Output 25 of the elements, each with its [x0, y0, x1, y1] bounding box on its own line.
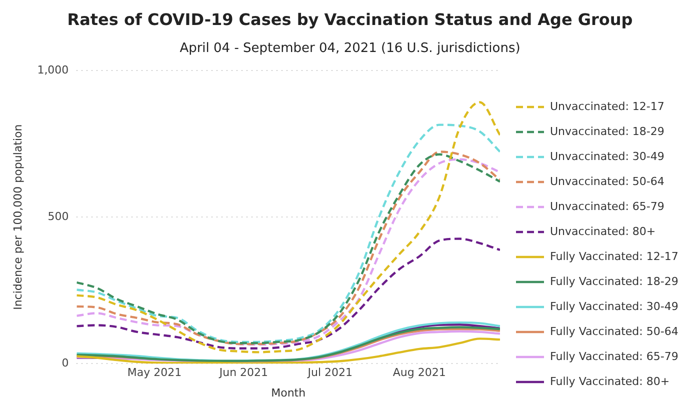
x-tick-label: Jul 2021 — [306, 366, 352, 380]
y-tick-label: 1,000 — [37, 63, 69, 76]
chart-title: Rates of COVID-19 Cases by Vaccination Status and Age Group — [66, 9, 634, 29]
legend-label: Fully Vaccinated: 50-64 — [550, 325, 678, 338]
legend-label: Fully Vaccinated: 80+ — [550, 375, 670, 388]
y-tick-label: 0 — [62, 356, 69, 370]
legend-label: Fully Vaccinated: 65-79 — [550, 350, 678, 363]
x-tick-label: Aug 2021 — [392, 366, 446, 380]
legend-label: Fully Vaccinated: 30-49 — [550, 300, 678, 313]
y-axis-title: Incidence per 100,000 population — [11, 124, 24, 310]
legend-label: Unvaccinated: 65-79 — [550, 200, 664, 213]
line-series — [76, 338, 500, 364]
x-axis-title: Month — [271, 386, 306, 400]
legend-label: Fully Vaccinated: 18-29 — [550, 275, 678, 288]
legend-label: Unvaccinated: 80+ — [550, 225, 656, 238]
legend-label: Fully Vaccinated: 12-17 — [550, 250, 678, 263]
legend-label: Unvaccinated: 12-17 — [550, 100, 664, 113]
y-tick-label: 500 — [48, 210, 69, 223]
legend-label: Unvaccinated: 30-49 — [550, 150, 664, 163]
line-series — [76, 238, 500, 350]
x-tick-label: Jun 2021 — [218, 366, 268, 380]
chart-subtitle: April 04 - September 04, 2021 (16 U.S. jurisdictions) — [178, 40, 522, 56]
x-tick-label: May 2021 — [127, 366, 182, 380]
legend-label: Unvaccinated: 50-64 — [550, 175, 664, 188]
legend-label: Unvaccinated: 18-29 — [550, 125, 664, 138]
